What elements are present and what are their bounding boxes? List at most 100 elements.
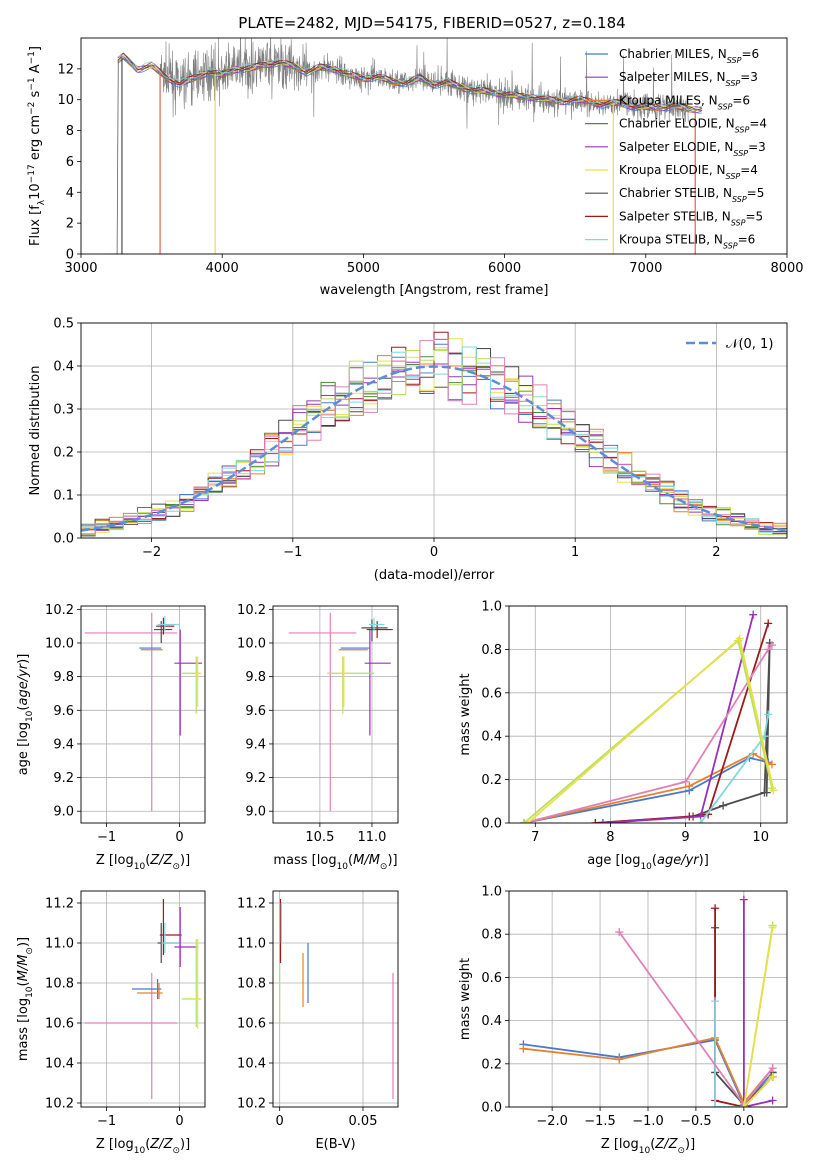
- axes-frame: [508, 605, 788, 824]
- y-tick-label: 10: [57, 93, 74, 108]
- y-tick-label: 8: [66, 124, 74, 139]
- y-tick-label: 0.0: [481, 817, 502, 832]
- weight-plot-area: [520, 610, 778, 823]
- model-fit-line: [109, 53, 703, 254]
- x-tick-label: 5000: [347, 261, 380, 276]
- weight-marker: [768, 923, 777, 932]
- x-tick-label: −1: [283, 545, 302, 560]
- weight-marker: [519, 1044, 528, 1053]
- x-tick-label: 0: [430, 545, 438, 560]
- weight-marker: [520, 819, 529, 823]
- y-tick-label: 0.4: [481, 1014, 502, 1029]
- weight-series-line: [523, 644, 773, 823]
- mass-vs-extinction-panel: 0 0.05 10.2 10.4 10.6 10.8 11.0 11.2 E(B-V): [237, 890, 399, 1152]
- legend-label: Salpeter STELIB, NSSP=5: [619, 209, 763, 227]
- weight-series-line: [742, 927, 774, 1107]
- weight-marker: [685, 782, 694, 791]
- weight-marker: [681, 777, 690, 786]
- y-axis-label: Normed distribution: [28, 366, 43, 496]
- weight-marker: [523, 819, 532, 823]
- y-tick-label: 10.2: [237, 603, 266, 618]
- weight-marker: [739, 1103, 748, 1107]
- y-tick-label: 11.2: [237, 897, 266, 912]
- histogram-step-line: [81, 338, 787, 535]
- y-tick-label: 1.0: [481, 885, 502, 900]
- weight-marker: [598, 819, 607, 823]
- errorbar-plot-area: [288, 612, 393, 812]
- x-tick-label: 9: [681, 830, 689, 845]
- weight-marker: [764, 645, 773, 654]
- y-tick-label: 12: [57, 62, 74, 77]
- y-tick-label: 11.0: [45, 937, 74, 952]
- legend-label: Chabrier MILES, NSSP=6: [619, 47, 759, 65]
- y-tick-label: 2: [66, 217, 74, 232]
- x-tick-label: −2: [142, 545, 161, 560]
- x-tick-label: −0.5: [680, 1114, 712, 1129]
- y-tick-label: 9.4: [53, 737, 74, 752]
- weight-marker: [768, 1072, 777, 1081]
- x-axis-label: (data-model)/error: [374, 568, 495, 583]
- errorbar-plot-area: [84, 899, 202, 1099]
- x-tick-label: 4000: [206, 261, 239, 276]
- weight-marker: [749, 610, 758, 619]
- errorbar-plot-area: [84, 612, 203, 812]
- x-axis-label: wavelength [Angstrom, rest frame]: [320, 283, 549, 298]
- y-tick-label: 9.0: [53, 805, 74, 820]
- weight-marker: [591, 819, 600, 823]
- y-tick-label: 9.4: [245, 737, 266, 752]
- weight-marker: [768, 1064, 777, 1073]
- axes-frame: [80, 890, 206, 1108]
- y-tick-label: 0.6: [481, 686, 502, 701]
- x-tick-label: 3000: [64, 261, 97, 276]
- weight-series-line: [595, 642, 771, 823]
- x-tick-label: 2: [712, 545, 720, 560]
- x-tick-label: 7000: [629, 261, 662, 276]
- spectrum-plot-area: [109, 38, 703, 254]
- x-tick-label: −1.0: [632, 1114, 664, 1129]
- x-tick-label: 7: [531, 830, 539, 845]
- x-tick-label: 8: [606, 830, 614, 845]
- x-tick-label: −1: [97, 1114, 116, 1129]
- y-tick-label: 0.3: [53, 403, 74, 418]
- y-tick-label: 0.2: [481, 1057, 502, 1072]
- figure-title: PLATE=2482, MJD=54175, FIBERID=0527, z=0…: [238, 14, 625, 32]
- legend-label: Kroupa ELODIE, NSSP=4: [619, 163, 758, 181]
- weight-plot-area: [519, 895, 777, 1107]
- legend-label: Chabrier STELIB, NSSP=5: [619, 186, 764, 204]
- weight-marker: [768, 1096, 777, 1105]
- y-tick-label: 0.0: [481, 1101, 502, 1116]
- x-tick-label: 0: [175, 1114, 183, 1129]
- y-tick-label: 10.2: [237, 1097, 266, 1112]
- spectrum-panel: 3000 4000 5000 6000 7000 8000 0 2 4 6 8 10 12 wavelen…: [27, 37, 804, 298]
- weight-marker: [696, 819, 705, 823]
- y-tick-label: 11.2: [45, 897, 74, 912]
- y-axis-label: mass [log10(M/M⊙)]: [16, 937, 35, 1061]
- y-tick-label: 4: [66, 186, 74, 201]
- x-tick-label: 0.05: [349, 1114, 378, 1129]
- y-tick-label: 0.2: [481, 773, 502, 788]
- x-tick-label: 0.0: [734, 1114, 755, 1129]
- axes-frame: [80, 37, 788, 255]
- x-axis-label: Z [log10(Z/Z⊙)]: [601, 1137, 695, 1156]
- x-tick-label: 1: [571, 545, 579, 560]
- y-tick-label: 0.0: [53, 532, 74, 547]
- y-tick-label: 10.0: [45, 637, 74, 652]
- mass-weight-vs-age-panel: 7 8 9 10 0.0 0.2 0.4 0.6 0.8 1.0 age [log10(age/yr…: [458, 600, 788, 872]
- observed-flux-line: [159, 38, 689, 129]
- axes-frame: [508, 890, 788, 1108]
- normal-reference-curve: [81, 365, 787, 532]
- y-tick-label: 9.0: [245, 805, 266, 820]
- weight-marker: [762, 788, 771, 797]
- legend-label: Salpeter ELODIE, NSSP=3: [619, 140, 766, 158]
- mass-weight-vs-metallicity-panel: −2.0 −1.5 −1.0 −0.5 0.0 0.0 0.2 0.4 0.6 0.8 1.0 Z […: [458, 885, 788, 1156]
- weight-marker: [711, 997, 720, 1006]
- errorbar-plot-area: [279, 899, 394, 1099]
- spectrum-legend: Chabrier MILES, NSSP=6 Salpeter MILES, NS…: [585, 47, 767, 250]
- age-vs-mass-panel: 10.5 11.0 9.0 9.2 9.4 9.6 9.8 10.0 10.2 mass [log…: [237, 603, 399, 872]
- y-tick-label: 9.8: [245, 670, 266, 685]
- weight-marker: [739, 895, 748, 904]
- weight-marker: [769, 786, 778, 795]
- y-tick-label: 0.1: [53, 489, 74, 504]
- weight-marker: [735, 634, 744, 643]
